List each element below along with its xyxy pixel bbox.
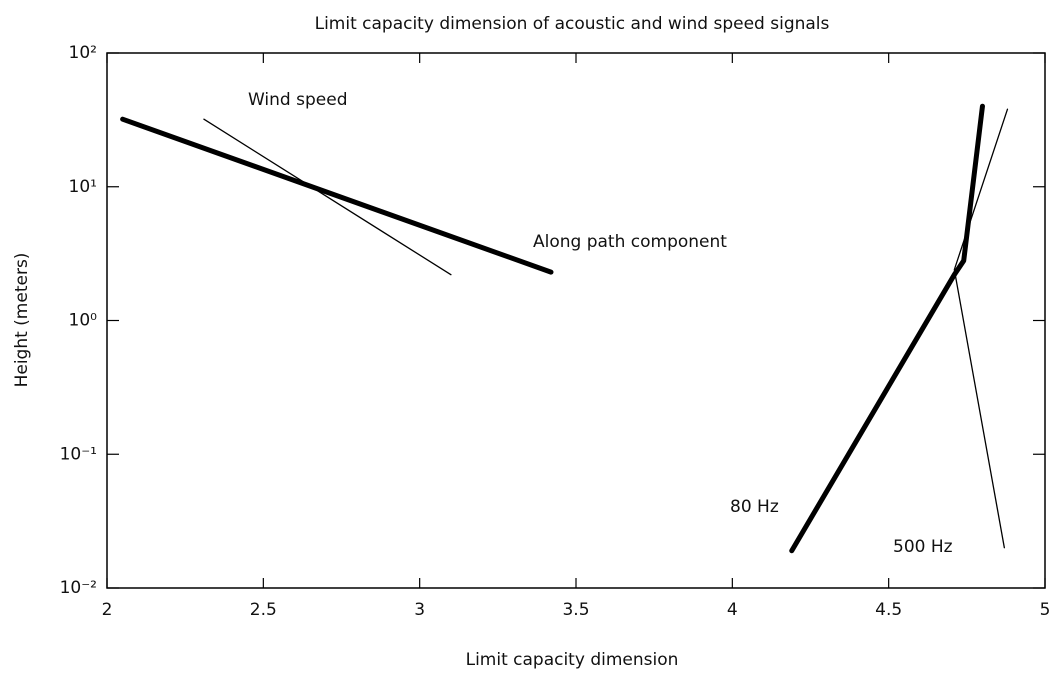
x-axis-label: Limit capacity dimension [466, 650, 679, 670]
x-tick-label: 2.5 [250, 600, 277, 620]
y-tick-label: 10⁻¹ [60, 444, 97, 464]
y-tick-label: 10⁻² [60, 578, 97, 598]
y-tick-label: 10² [69, 43, 97, 63]
x-tick-label: 5 [1040, 600, 1051, 620]
chart-title: Limit capacity dimension of acoustic and… [315, 14, 830, 34]
x-tick-label: 2 [102, 600, 113, 620]
plot-frame [106, 52, 1046, 589]
x-tick-label: 4.5 [875, 600, 902, 620]
series-line [203, 118, 452, 276]
x-tick-label: 3 [414, 600, 425, 620]
series-label: 80 Hz [730, 497, 779, 517]
y-tick-label: 10¹ [69, 177, 97, 197]
y-axis-label: Height (meters) [12, 253, 32, 388]
series-label: Along path component [533, 232, 727, 252]
series-label: Wind speed [248, 90, 348, 110]
y-tick-label: 10⁰ [69, 311, 98, 331]
x-tick-label: 4 [727, 600, 738, 620]
series-line [953, 108, 1009, 549]
x-tick-label: 3.5 [562, 600, 589, 620]
series-label: 500 Hz [893, 537, 953, 557]
series-line [120, 116, 554, 275]
series-line [789, 103, 985, 554]
